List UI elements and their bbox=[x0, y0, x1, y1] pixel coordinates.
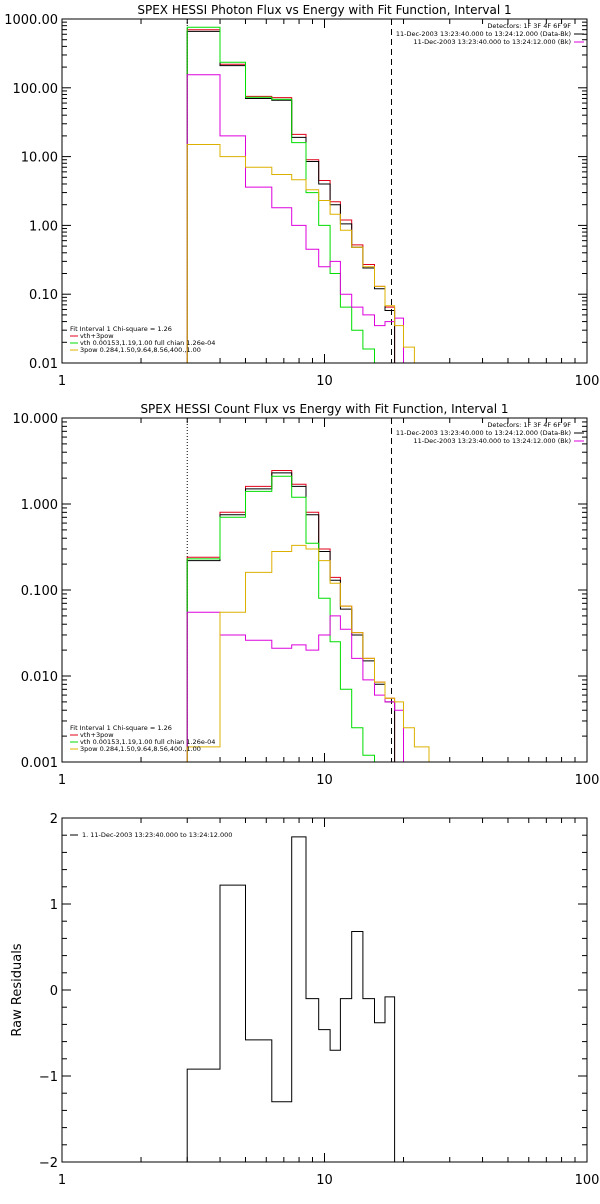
y-tick-label: 0.010 bbox=[21, 670, 58, 685]
x-axis-ticks: 1 10 100 bbox=[58, 818, 600, 1188]
y-tick-label: 2 bbox=[50, 812, 58, 827]
x-axis-ticks: 1 10 100 bbox=[58, 418, 600, 788]
x-tick-label: 10 bbox=[316, 374, 333, 389]
chart-title: SPEX HESSI Photon Flux vs Energy with Fi… bbox=[137, 3, 511, 17]
x-tick-label: 1 bbox=[58, 1173, 66, 1188]
y-tick-label: 0 bbox=[50, 984, 58, 999]
y-tick-label: 0.10 bbox=[29, 288, 58, 303]
series-vth-3pow bbox=[186, 29, 396, 363]
legend-header: Fit Interval 1 Chi-square = 1.26 bbox=[70, 325, 172, 333]
series-vth-3pow bbox=[186, 470, 396, 762]
x-tick-label: 100 bbox=[575, 374, 600, 389]
y-tick-label: 0.100 bbox=[21, 584, 58, 599]
y-tick-label: 10.000 bbox=[13, 412, 59, 427]
y-tick-label: 10.00 bbox=[21, 151, 58, 166]
legend-label: vth+3pow bbox=[80, 332, 114, 340]
info-line: 11-Dec-2003 13:23:40.000 to 13:24:12.000… bbox=[414, 437, 572, 445]
legend-label: vth 0.00153,1.19,1.00 full chian 1.26e-0… bbox=[80, 339, 215, 347]
y-tick-label: −1 bbox=[39, 1070, 58, 1085]
y-axis-ticks: 10.000 1.000 0.100 0.010 0.001 bbox=[13, 412, 587, 771]
x-tick-label: 100 bbox=[575, 1173, 600, 1188]
chart-panel-1: SPEX HESSI Photon Flux vs Energy with Fi… bbox=[4, 3, 600, 389]
plot-frame bbox=[61, 417, 588, 763]
series-2 bbox=[186, 472, 396, 762]
plot-frame bbox=[61, 817, 588, 1163]
series-3pow bbox=[186, 544, 430, 762]
x-tick-label: 10 bbox=[316, 1173, 333, 1188]
chart-title: SPEX HESSI Count Flux vs Energy with Fit… bbox=[140, 402, 508, 416]
y-tick-label: 100.00 bbox=[13, 82, 59, 97]
y-axis-ticks: 2 1 0 −1 −2 bbox=[39, 812, 587, 1171]
legend-label: 3pow 0.284,1.50,9.64,8.56,400.,1.00 bbox=[80, 745, 201, 753]
plot-area bbox=[186, 836, 396, 1162]
y-tick-label: 1 bbox=[50, 898, 58, 913]
legend-label: 1. 11-Dec-2003 13:23:40.000 to 13:24:12.… bbox=[82, 831, 232, 839]
chart-panel-2: SPEX HESSI Count Flux vs Energy with Fit… bbox=[13, 402, 600, 788]
y-axis-ticks: 1000.00 100.00 10.00 1.00 0.10 0.01 bbox=[4, 13, 587, 372]
x-tick-label: 1 bbox=[58, 374, 66, 389]
legend-label: vth 0.00153,1.19,1.00 full chian 1.26e-0… bbox=[80, 738, 215, 746]
legend: Fit Interval 1 Chi-square = 1.26vth+3pow… bbox=[70, 325, 215, 354]
info-line: 11-Dec-2003 13:23:40.000 to 13:24:12.000… bbox=[414, 38, 572, 46]
y-tick-label: 1000.00 bbox=[4, 13, 58, 28]
y-tick-label: 0.001 bbox=[21, 756, 58, 771]
y-tick-label: 1.000 bbox=[21, 498, 58, 513]
series-vth bbox=[186, 475, 375, 762]
info-line: Detectors: 1F 3F 4F 6F 9F bbox=[487, 22, 571, 30]
legend: 1. 11-Dec-2003 13:23:40.000 to 13:24:12.… bbox=[70, 831, 232, 839]
legend-label: 3pow 0.284,1.50,9.64,8.56,400.,1.00 bbox=[80, 346, 201, 354]
y-axis-label: Raw Residuals bbox=[10, 943, 25, 1036]
plot-frame bbox=[61, 18, 588, 364]
info-line: 11-Dec-2003 13:23:40.000 to 13:24:12.000… bbox=[396, 429, 571, 437]
legend-header: Fit Interval 1 Chi-square = 1.26 bbox=[70, 724, 172, 732]
series-vth bbox=[186, 26, 375, 363]
x-tick-label: 100 bbox=[575, 773, 600, 788]
legend: Fit Interval 1 Chi-square = 1.26vth+3pow… bbox=[70, 724, 215, 753]
info-line: Detectors: 1F 3F 4F 6F 9F bbox=[487, 421, 571, 429]
plot-area bbox=[186, 470, 430, 762]
x-tick-label: 1 bbox=[58, 773, 66, 788]
y-tick-label: 0.01 bbox=[29, 357, 58, 372]
plot-area bbox=[186, 26, 415, 363]
series-1 bbox=[186, 836, 396, 1162]
y-tick-label: 1.00 bbox=[29, 219, 58, 234]
x-axis-ticks: 1 10 100 bbox=[58, 19, 600, 389]
legend-label: vth+3pow bbox=[80, 731, 114, 739]
series-2 bbox=[186, 30, 396, 363]
series-3pow bbox=[186, 144, 415, 363]
y-tick-label: −2 bbox=[39, 1156, 58, 1171]
info-line: 11-Dec-2003 13:23:40.000 to 13:24:12.000… bbox=[396, 30, 571, 38]
series-4 bbox=[186, 74, 404, 363]
x-tick-label: 10 bbox=[316, 773, 333, 788]
